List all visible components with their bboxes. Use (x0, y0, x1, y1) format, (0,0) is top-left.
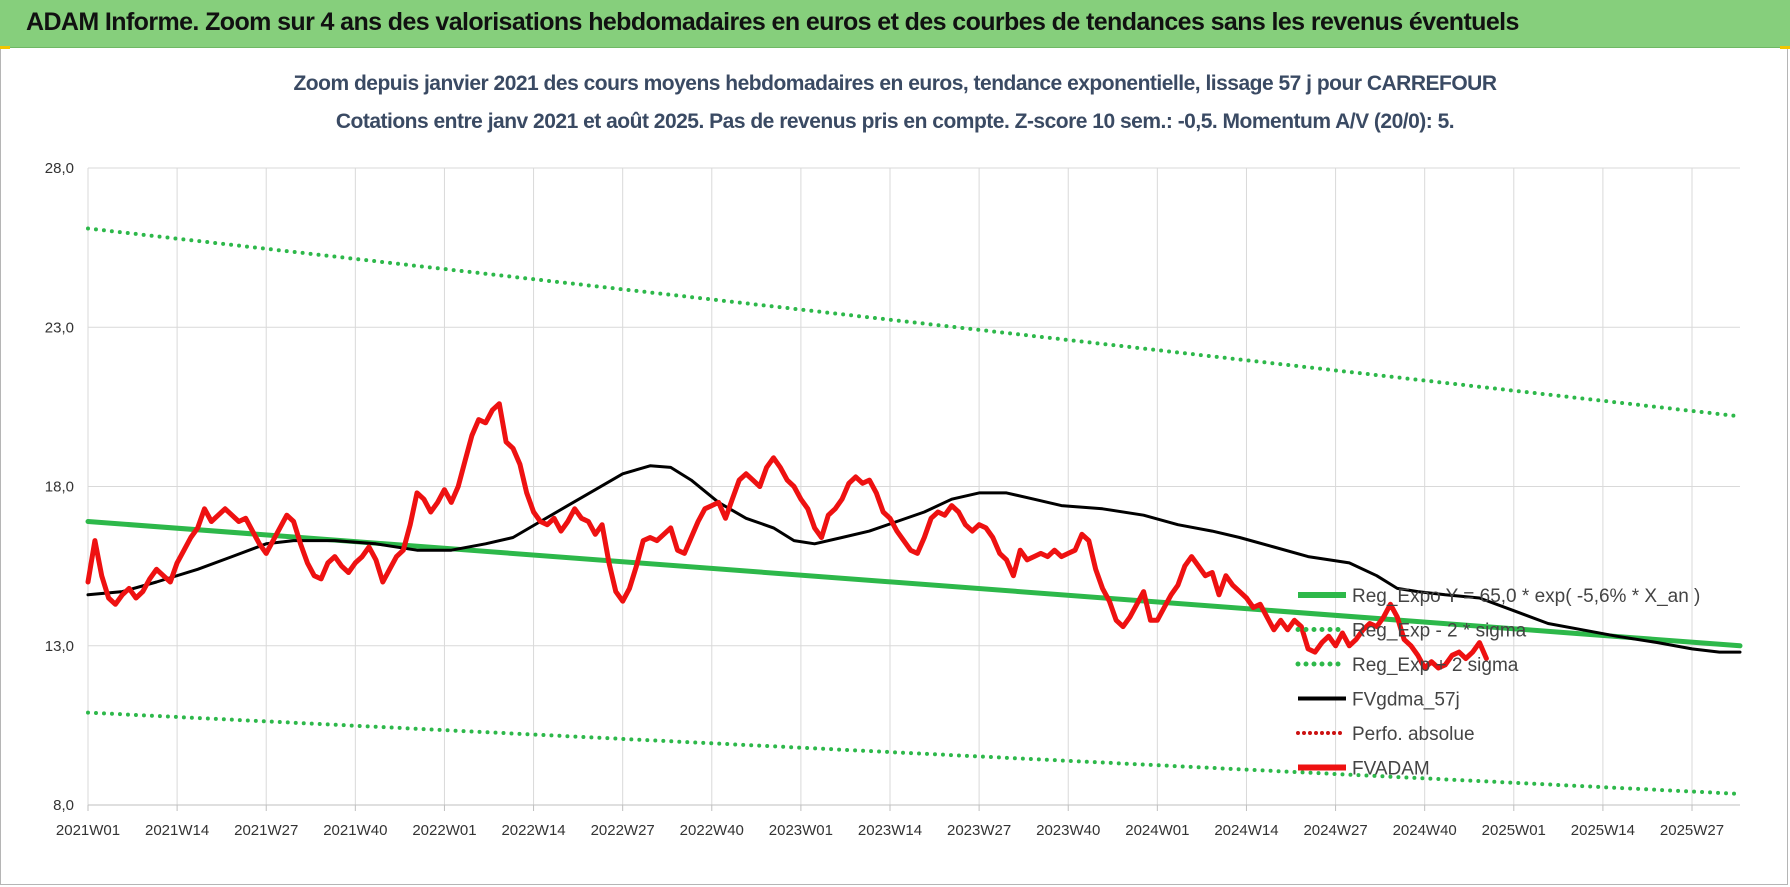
y-tick-label: 28,0 (45, 160, 74, 177)
x-tick-label: 2025W27 (1660, 822, 1724, 839)
x-tick-label: 2021W40 (323, 822, 387, 839)
x-tick-label: 2024W01 (1125, 822, 1189, 839)
y-tick-label: 8,0 (53, 797, 74, 814)
corner-mark-left (0, 46, 10, 49)
y-tick-label: 13,0 (45, 638, 74, 655)
chart-subtitle: Cotations entre janv 2021 et août 2025. … (335, 110, 1455, 133)
banner-title: ADAM Informe. Zoom sur 4 ans des valoris… (26, 8, 1519, 36)
x-tick-label: 2023W27 (947, 822, 1011, 839)
x-axis-ticks: 2021W01 2021W14 2021W27 2021W40 2022W01 2022W… (56, 822, 1724, 839)
x-tick-label: 2022W27 (591, 822, 655, 839)
x-tick-label: 2023W14 (858, 822, 922, 839)
x-tick-label: 2021W27 (234, 822, 298, 839)
series-line-fvadam (85, 401, 1489, 671)
legend: Reg_Expo Y = 65,0 * exp( -5,6% * X_an ) R… (1295, 586, 1700, 780)
y-tick-label: 18,0 (45, 479, 74, 496)
x-tick-label: 2022W40 (680, 822, 744, 839)
legend-label-fvgdma-57j: FVgdma_57j (1352, 690, 1460, 711)
x-tick-label: 2023W01 (769, 822, 833, 839)
x-tick-label: 2021W14 (145, 822, 209, 839)
x-tick-label: 2025W14 (1571, 822, 1635, 839)
x-tick-label: 2023W40 (1036, 822, 1100, 839)
legend-label-reg-plus-2sigma: Reg_Exp + 2 sigma (1352, 655, 1519, 676)
legend-label-fvadam: FVADAM (1352, 759, 1430, 780)
legend-label-perfo-absolue: Perfo. absolue (1352, 724, 1475, 745)
series-line-reg-plus-2sigma (86, 226, 1742, 419)
grid (87, 167, 1740, 811)
x-tick-label: 2024W27 (1303, 822, 1367, 839)
x-tick-label: 2022W01 (412, 822, 476, 839)
x-tick-label: 2022W14 (501, 822, 565, 839)
x-tick-label: 2024W40 (1393, 822, 1457, 839)
series-line-reg-minus-2sigma (86, 710, 1742, 796)
legend-label-reg-expo: Reg_Expo Y = 65,0 * exp( -5,6% * X_an ) (1352, 586, 1700, 607)
title-banner: ADAM Informe. Zoom sur 4 ans des valoris… (0, 0, 1790, 48)
x-tick-label: 2024W14 (1214, 822, 1278, 839)
x-tick-label: 2021W01 (56, 822, 120, 839)
series (85, 226, 1743, 796)
chart-title: Zoom depuis janvier 2021 des cours moyen… (293, 72, 1497, 95)
x-tick-label: 2025W01 (1482, 822, 1546, 839)
y-tick-label: 23,0 (45, 319, 74, 336)
series-line-fvgdma-57j (86, 464, 1742, 654)
y-axis-ticks: 28,0 23,0 18,0 13,0 8,0 (45, 160, 74, 814)
corner-mark-right (1780, 46, 1790, 49)
legend-label-reg-minus-2sigma: Reg_Exp - 2 * sigma (1352, 621, 1527, 642)
